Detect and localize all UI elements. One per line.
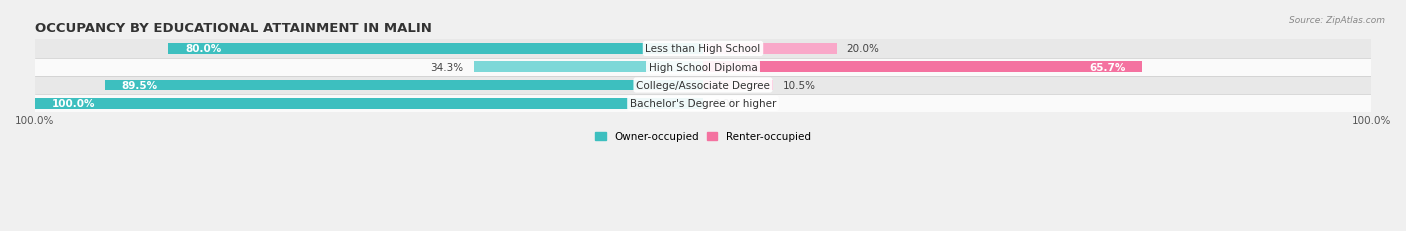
Text: College/Associate Degree: College/Associate Degree [636, 81, 770, 91]
Text: 20.0%: 20.0% [846, 44, 880, 54]
Text: 0.0%: 0.0% [713, 99, 740, 109]
Text: 65.7%: 65.7% [1090, 62, 1125, 72]
Text: 100.0%: 100.0% [52, 99, 94, 109]
Legend: Owner-occupied, Renter-occupied: Owner-occupied, Renter-occupied [591, 128, 815, 146]
Text: 34.3%: 34.3% [430, 62, 464, 72]
Text: Bachelor's Degree or higher: Bachelor's Degree or higher [630, 99, 776, 109]
Bar [35, 95, 1371, 113]
Bar [703, 80, 773, 91]
Text: OCCUPANCY BY EDUCATIONAL ATTAINMENT IN MALIN: OCCUPANCY BY EDUCATIONAL ATTAINMENT IN M… [35, 22, 432, 35]
Bar [35, 40, 1371, 58]
Text: High School Diploma: High School Diploma [648, 62, 758, 72]
Bar [35, 99, 703, 109]
Text: 10.5%: 10.5% [783, 81, 817, 91]
Bar [703, 62, 1142, 73]
Text: Less than High School: Less than High School [645, 44, 761, 54]
Text: 89.5%: 89.5% [121, 81, 157, 91]
Bar [35, 58, 1371, 76]
Bar [474, 62, 703, 73]
Bar [35, 76, 1371, 95]
Text: 80.0%: 80.0% [186, 44, 221, 54]
Text: Source: ZipAtlas.com: Source: ZipAtlas.com [1289, 16, 1385, 25]
Bar [105, 80, 703, 91]
Bar [703, 44, 837, 55]
Bar [169, 44, 703, 55]
